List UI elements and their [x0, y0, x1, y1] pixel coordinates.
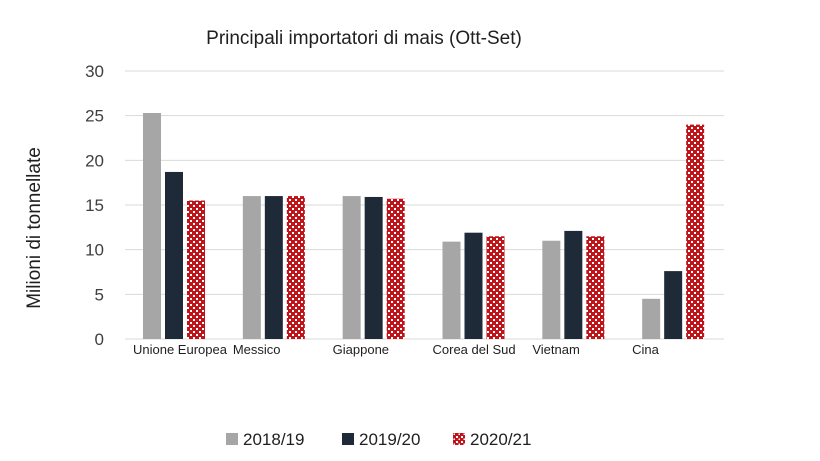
legend-swatch	[342, 433, 354, 445]
x-tick-label: Vietnam	[532, 342, 579, 357]
legend-label: 2018/19	[243, 430, 304, 449]
x-tick-label: Unione Europea	[133, 342, 228, 357]
x-tick-label: Messico	[233, 342, 281, 357]
y-axis-ticks: 0 5 10 15 20 25 30	[85, 62, 104, 349]
bar-2018-19-2	[342, 196, 361, 339]
x-tick-label: Corea del Sud	[433, 342, 516, 357]
bar-2019-20-0	[165, 171, 183, 339]
y-tick-label: 0	[95, 330, 104, 349]
bar-2020-21-0	[187, 200, 205, 339]
gridlines	[125, 70, 724, 340]
y-tick-label: 25	[85, 107, 104, 126]
bars	[143, 112, 705, 339]
legend-label: 2020/21	[470, 430, 531, 449]
legend-swatch	[453, 433, 465, 445]
bar-2019-20-4	[564, 230, 583, 339]
bar-2020-21-1	[286, 196, 305, 339]
bar-2020-21-4	[586, 236, 605, 339]
y-tick-label: 15	[85, 196, 104, 215]
y-tick-label: 5	[95, 285, 104, 304]
bar-2019-20-2	[364, 196, 383, 339]
bar-2019-20-5	[664, 271, 683, 339]
legend-label: 2019/20	[359, 430, 420, 449]
bar-2018-19-0	[143, 112, 161, 339]
bar-2020-21-5	[686, 124, 705, 339]
legend: 2018/19 2019/20 2020/21	[226, 430, 531, 449]
y-tick-label: 20	[85, 151, 104, 170]
bar-2018-19-3	[442, 241, 461, 339]
y-tick-label: 30	[85, 62, 104, 81]
bar-2018-19-4	[542, 240, 561, 339]
x-axis-ticks: Unione Europea Messico Giappone Corea del S…	[133, 342, 660, 357]
chart-title: Principali importatori di mais (Ott-Set)	[206, 28, 522, 49]
y-axis-label: Milioni di tonnellate	[24, 147, 45, 309]
legend-swatch	[226, 433, 238, 445]
bar-2019-20-1	[264, 196, 283, 339]
x-tick-label: Cina	[632, 342, 660, 357]
bar-2019-20-3	[464, 232, 483, 339]
x-tick-label: Giappone	[333, 342, 389, 357]
bar-2018-19-5	[642, 298, 661, 339]
bar-2018-19-1	[242, 196, 261, 339]
y-tick-label: 10	[85, 241, 104, 260]
bar-2020-21-2	[386, 198, 405, 339]
bar-2020-21-3	[486, 236, 505, 339]
